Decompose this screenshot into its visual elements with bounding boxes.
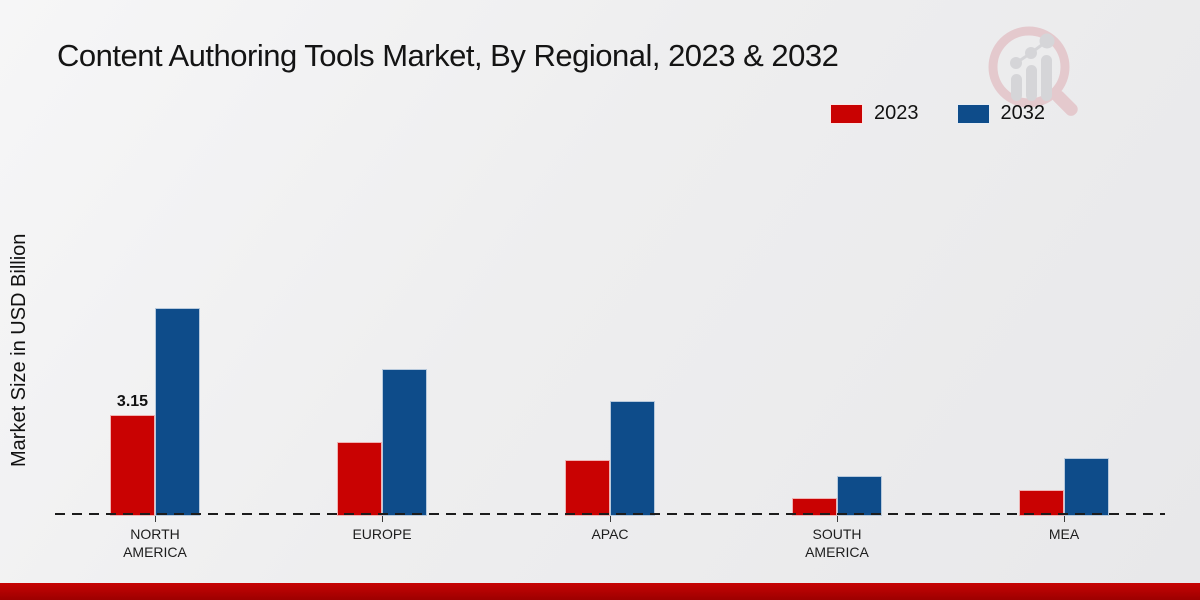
- axis-tick-apac: [610, 516, 611, 522]
- bar-2023-north-america: [110, 415, 155, 516]
- legend: 2023 2032: [830, 102, 1045, 125]
- chart-title: Content Authoring Tools Market, By Regio…: [57, 38, 839, 73]
- bar-2032-europe: [382, 369, 427, 516]
- category-label-apac: APAC: [591, 526, 629, 542]
- x-axis-line: [55, 513, 1165, 515]
- axis-tick-north-america: [155, 516, 156, 522]
- magnifier-handle-icon: [1052, 90, 1078, 116]
- category-label-south-america: SOUTH AMERICA: [805, 526, 869, 560]
- logo-bars-icon: [1011, 55, 1052, 101]
- legend-item-2023: 2023: [830, 102, 919, 125]
- bar-value-label: 3.15: [116, 393, 149, 410]
- bar-2023-south-america: [792, 498, 837, 516]
- legend-label: 2032: [1000, 102, 1046, 124]
- bottom-accent-bar: [0, 583, 1200, 600]
- category-label-north-america: NORTH AMERICA: [123, 526, 187, 560]
- bar-2032-apac: [610, 401, 655, 516]
- legend-item-2032: 2032: [956, 102, 1046, 125]
- watermark-logo: [988, 26, 1078, 116]
- bar-2032-south-america: [837, 476, 882, 516]
- category-label-europe: EUROPE: [352, 526, 412, 542]
- bar-2023-europe: [337, 442, 382, 516]
- category-label-mea: MEA: [1048, 526, 1080, 542]
- axis-tick-europe: [382, 516, 383, 522]
- axis-tick-south-america: [837, 516, 838, 522]
- magnifier-ring-icon: [988, 26, 1070, 108]
- bar-2032-mea: [1064, 458, 1109, 516]
- bar-2023-mea: [1019, 490, 1064, 516]
- legend-label: 2023: [874, 102, 919, 124]
- legend-swatch-icon: [830, 103, 863, 124]
- bar-2032-north-america: [155, 308, 200, 516]
- bar-2023-apac: [565, 460, 610, 516]
- legend-swatch-icon: [956, 103, 990, 124]
- logo-trend-icon: [1010, 33, 1055, 69]
- axis-tick-mea: [1064, 516, 1065, 522]
